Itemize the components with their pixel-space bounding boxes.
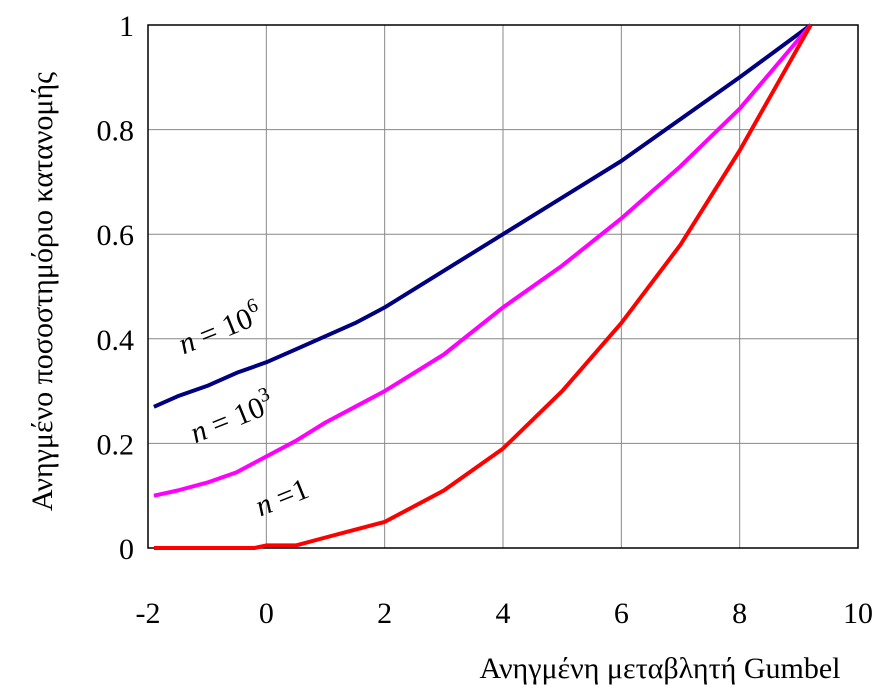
annotation-1: n = 106 (172, 294, 266, 361)
series-line-3 (153, 24, 813, 550)
x-tick-label: 10 (843, 597, 873, 630)
x-tick-label: 8 (732, 597, 747, 630)
y-tick-label: 1 (119, 10, 134, 43)
plot-frame (147, 24, 859, 549)
y-tick-label: 0 (119, 533, 134, 566)
y-tick-labels: 0 0.2 0.4 0.6 0.8 1 (97, 10, 135, 566)
annotation-text: n = 103 (184, 383, 278, 450)
annotation-text: n =1 (251, 472, 314, 523)
annotation-2: n = 103 (184, 383, 278, 450)
x-tick-label: 6 (614, 597, 629, 630)
x-tick-label: 0 (259, 597, 274, 630)
y-tick-label: 0.8 (97, 115, 135, 148)
x-axis-title: Ανηγμένη μεταβλητή Gumbel (480, 652, 841, 685)
x-tick-labels: -2 0 2 4 6 8 10 (136, 597, 874, 630)
series-annotations: n = 106 n = 103 n =1 (172, 294, 314, 523)
y-tick-label: 0.4 (97, 324, 135, 357)
x-tick-label: 2 (377, 597, 392, 630)
x-tick-label: 4 (496, 597, 511, 630)
annotation-text: n = 106 (172, 294, 266, 361)
series-line-2 (153, 23, 813, 498)
grid (148, 25, 858, 548)
series-line-1 (153, 23, 812, 409)
x-tick-label: -2 (136, 597, 161, 630)
y-tick-label: 0.6 (97, 219, 135, 252)
y-tick-label: 0.2 (97, 428, 135, 461)
series-layer (153, 23, 813, 550)
annotation-value: = 10 (188, 302, 258, 356)
annotation-value: = 10 (199, 390, 269, 444)
y-axis-title: Ανηγμένο ποσοστημόριο κατανομής (26, 72, 59, 511)
annotation-3: n =1 (251, 472, 314, 523)
